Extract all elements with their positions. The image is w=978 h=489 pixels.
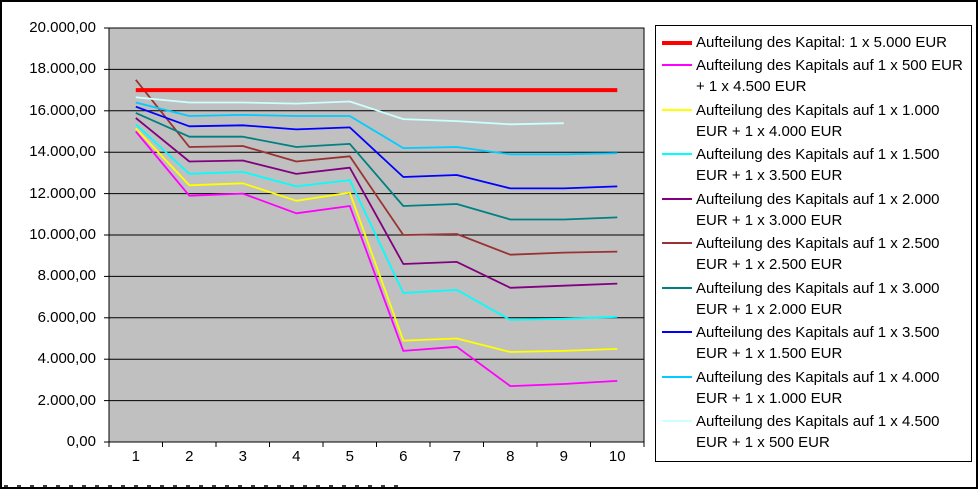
legend-label: Aufteilung des Kapitals auf 1 x 500 EUR … bbox=[696, 57, 963, 96]
series-line bbox=[135, 112, 618, 221]
legend-entry: Aufteilung des Kapitals auf 1 x 2.500 EU… bbox=[662, 233, 967, 275]
legend-line-swatch bbox=[662, 375, 692, 378]
x-axis: 1 2 3 4 5 6 7 8 9 10 bbox=[2, 448, 976, 468]
legend: Aufteilung des Kapital: 1 x 5.000 EUR Auf… bbox=[655, 25, 972, 462]
legend-entry: Aufteilung des Kapitals auf 1 x 3.000 EU… bbox=[662, 278, 967, 320]
y-axis-tick-label: 8.000,00 bbox=[37, 267, 96, 285]
legend-entry: Aufteilung des Kapitals auf 1 x 500 EUR … bbox=[662, 55, 967, 97]
x-axis-tick-label: 5 bbox=[345, 448, 354, 465]
series-line bbox=[135, 96, 564, 126]
series-line bbox=[135, 79, 618, 256]
legend-line-swatch bbox=[662, 64, 692, 67]
x-axis-tick-label: 8 bbox=[506, 448, 515, 465]
legend-swatch-cell bbox=[662, 367, 696, 378]
legend-label: Aufteilung des Kapitals auf 1 x 4.500 EU… bbox=[696, 412, 940, 451]
x-axis-tick-label: 10 bbox=[608, 448, 626, 465]
legend-swatch-cell bbox=[662, 144, 696, 156]
legend-line-swatch bbox=[662, 331, 692, 334]
y-axis: 20.000,00 18.000,00 16.000,00 14.000,00 12.0… bbox=[2, 2, 102, 487]
x-axis-tick-label: 7 bbox=[452, 448, 461, 465]
legend-line-swatch bbox=[662, 242, 692, 245]
legend-entry: Aufteilung des Kapital: 1 x 5.000 EUR bbox=[662, 32, 967, 53]
y-axis-tick-label: 4.000,00 bbox=[37, 350, 96, 368]
series-line bbox=[135, 123, 618, 321]
legend-entry: Aufteilung des Kapitals auf 1 x 1.500 EU… bbox=[662, 144, 967, 186]
legend-label: Aufteilung des Kapitals auf 1 x 2.500 EU… bbox=[696, 235, 940, 274]
legend-label: Aufteilung des Kapitals auf 1 x 1.500 EU… bbox=[696, 146, 940, 185]
legend-swatch-cell bbox=[662, 233, 696, 245]
legend-label: Aufteilung des Kapitals auf 1 x 3.500 EU… bbox=[696, 324, 940, 363]
x-axis-tick-label: 3 bbox=[238, 448, 247, 465]
x-axis-tick-label: 2 bbox=[185, 448, 194, 465]
x-axis-tick-label: 4 bbox=[292, 448, 301, 465]
legend-entry: Aufteilung des Kapitals auf 1 x 3.500 EU… bbox=[662, 322, 967, 364]
cropped-text-artifact bbox=[4, 485, 404, 487]
series-line bbox=[135, 101, 618, 156]
legend-line-swatch bbox=[662, 108, 692, 111]
series-line bbox=[135, 130, 618, 388]
y-axis-tick-label: 20.000,00 bbox=[29, 19, 96, 36]
legend-label: Aufteilung des Kapital: 1 x 5.000 EUR bbox=[696, 34, 947, 51]
legend-swatch-cell bbox=[662, 100, 696, 111]
series-line bbox=[135, 127, 618, 353]
legend-label: Aufteilung des Kapitals auf 1 x 4.000 EU… bbox=[696, 368, 940, 407]
legend-swatch-cell bbox=[662, 189, 696, 200]
legend-label: Aufteilung des Kapitals auf 1 x 2.000 EU… bbox=[696, 190, 940, 229]
y-axis-tick-label: 12.000,00 bbox=[29, 184, 96, 202]
y-axis-tick-label: 10.000,00 bbox=[29, 226, 96, 243]
legend-line-swatch bbox=[662, 41, 692, 45]
y-axis-tick-label: 16.000,00 bbox=[29, 101, 96, 119]
legend-swatch-cell bbox=[662, 278, 696, 289]
series-line bbox=[135, 117, 618, 289]
y-axis-tick-label: 0,00 bbox=[66, 433, 96, 450]
legend-line-swatch bbox=[662, 153, 692, 156]
y-axis-tick-label: 18.000,00 bbox=[29, 60, 96, 78]
x-axis-tick-label: 6 bbox=[399, 448, 408, 465]
legend-entry: Aufteilung des Kapitals auf 1 x 2.000 EU… bbox=[662, 189, 967, 231]
legend-swatch-cell bbox=[662, 411, 696, 422]
legend-entry: Aufteilung des Kapitals auf 1 x 4.000 EU… bbox=[662, 367, 967, 409]
legend-swatch-cell bbox=[662, 55, 696, 67]
legend-entry: Aufteilung des Kapitals auf 1 x 4.500 EU… bbox=[662, 411, 967, 453]
legend-swatch-cell bbox=[662, 322, 696, 334]
y-axis-tick-label: 6.000,00 bbox=[37, 308, 96, 326]
legend-swatch-cell bbox=[662, 32, 696, 45]
legend-line-swatch bbox=[662, 286, 692, 289]
legend-entry: Aufteilung des Kapitals auf 1 x 1.000 EU… bbox=[662, 100, 967, 142]
legend-label: Aufteilung des Kapitals auf 1 x 1.000 EU… bbox=[696, 101, 940, 140]
x-axis-tick-label: 9 bbox=[559, 448, 568, 465]
x-axis-tick-label: 1 bbox=[131, 448, 140, 465]
legend-label: Aufteilung des Kapitals auf 1 x 3.000 EU… bbox=[696, 279, 940, 318]
y-axis-tick-label: 2.000,00 bbox=[37, 391, 96, 409]
y-axis-tick-label: 14.000,00 bbox=[29, 143, 96, 161]
legend-line-swatch bbox=[662, 197, 692, 200]
series-line bbox=[135, 105, 618, 190]
legend-line-swatch bbox=[662, 419, 692, 422]
